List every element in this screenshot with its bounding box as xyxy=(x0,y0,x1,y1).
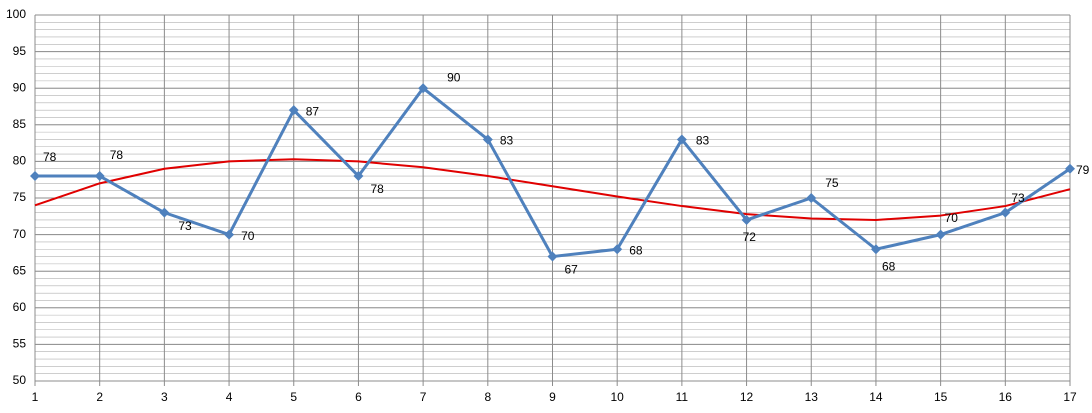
data-label: 78 xyxy=(110,148,124,162)
x-tick-label: 13 xyxy=(805,390,819,404)
data-label: 70 xyxy=(945,211,959,225)
x-tick-label: 17 xyxy=(1063,390,1077,404)
point-marker xyxy=(547,251,558,262)
x-tick-label: 14 xyxy=(869,390,883,404)
y-tick-label: 60 xyxy=(13,300,27,314)
x-tick-label: 4 xyxy=(226,390,233,404)
data-label: 83 xyxy=(500,134,514,148)
x-tick-label: 16 xyxy=(999,390,1013,404)
data-label: 78 xyxy=(43,150,57,164)
y-tick-label: 75 xyxy=(13,190,27,204)
data-label: 73 xyxy=(1011,191,1025,205)
data-label: 70 xyxy=(241,229,255,243)
y-tick-label: 95 xyxy=(13,44,27,58)
x-tick-label: 6 xyxy=(355,390,362,404)
x-tick-label: 8 xyxy=(484,390,491,404)
point-marker xyxy=(224,229,235,240)
x-tick-label: 9 xyxy=(549,390,556,404)
point-marker xyxy=(1065,163,1075,174)
series-line xyxy=(34,158,1071,221)
point-marker xyxy=(935,229,946,240)
x-tick-label: 5 xyxy=(290,390,297,404)
point-marker xyxy=(30,171,40,182)
x-tick-label: 7 xyxy=(420,390,427,404)
data-label: 75 xyxy=(825,176,839,190)
point-marker xyxy=(353,171,364,182)
point-marker xyxy=(94,171,105,182)
point-marker xyxy=(741,214,752,225)
point-marker xyxy=(676,134,687,145)
point-marker xyxy=(482,134,493,145)
data-label: 72 xyxy=(743,230,757,244)
data-label: 90 xyxy=(447,70,461,84)
point-marker xyxy=(159,207,170,218)
point-marker xyxy=(870,244,881,255)
x-tick-label: 11 xyxy=(676,390,689,404)
x-tick-label: 10 xyxy=(611,390,625,404)
y-tick-label: 50 xyxy=(13,373,27,387)
y-tick-label: 100 xyxy=(6,7,26,21)
point-marker xyxy=(612,244,623,255)
data-label: 68 xyxy=(629,243,643,257)
data-label: 73 xyxy=(178,219,192,233)
x-tick-label: 1 xyxy=(32,390,39,404)
x-tick-label: 12 xyxy=(740,390,754,404)
y-tick-label: 65 xyxy=(13,263,27,277)
data-label: 83 xyxy=(696,134,710,148)
data-label: 67 xyxy=(565,263,579,277)
x-tick-label: 2 xyxy=(96,390,103,404)
x-tick-label: 15 xyxy=(934,390,948,404)
data-label: 87 xyxy=(306,104,320,118)
point-marker xyxy=(1000,207,1011,218)
y-tick-label: 90 xyxy=(13,80,27,94)
point-marker xyxy=(288,105,299,116)
point-marker xyxy=(418,83,429,94)
data-label: 68 xyxy=(882,259,896,273)
y-tick-label: 80 xyxy=(13,154,27,168)
data-label: 78 xyxy=(370,182,384,196)
data-label: 79 xyxy=(1076,163,1090,177)
x-tick-label: 3 xyxy=(161,390,168,404)
point-marker xyxy=(806,193,817,203)
y-tick-label: 70 xyxy=(13,227,27,241)
y-tick-label: 55 xyxy=(13,337,27,351)
y-tick-label: 85 xyxy=(13,117,27,131)
